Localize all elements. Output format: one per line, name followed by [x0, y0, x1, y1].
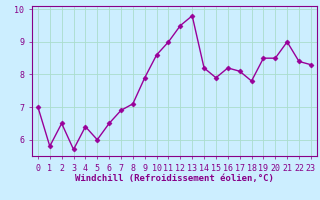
X-axis label: Windchill (Refroidissement éolien,°C): Windchill (Refroidissement éolien,°C) [75, 174, 274, 183]
